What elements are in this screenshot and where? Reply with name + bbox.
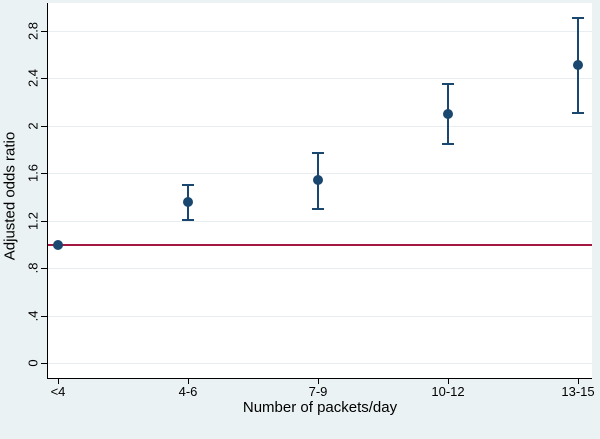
y-axis-title: Adjusted odds ratio	[1, 131, 19, 261]
point-marker	[313, 175, 323, 186]
error-bar-cap-top	[312, 152, 324, 155]
y-tick-label: 2	[25, 122, 41, 130]
y-tick	[41, 220, 47, 222]
y-tick-label: .8	[25, 262, 41, 274]
point-marker	[183, 196, 193, 207]
gridline	[48, 268, 592, 270]
y-tick-label: 1.2	[25, 211, 41, 230]
point-marker	[573, 60, 583, 71]
error-bar-cap-top	[182, 184, 194, 187]
y-tick	[41, 315, 47, 317]
y-tick	[41, 268, 47, 270]
x-axis-line	[47, 378, 592, 379]
point-marker	[53, 239, 63, 250]
error-bar-cap-bottom	[182, 218, 194, 221]
x-axis-title: Number of packets/day	[242, 399, 398, 416]
x-tick-label: 13-15	[561, 384, 595, 399]
x-tick-label: 4-6	[178, 384, 198, 399]
x-tick	[58, 379, 59, 384]
x-tick-label: 10-12	[431, 384, 465, 399]
reference-line	[48, 243, 592, 246]
y-tick-label: 2.4	[25, 69, 41, 88]
error-bar-cap-bottom	[572, 111, 584, 114]
plot-area	[48, 3, 592, 378]
point-marker	[443, 108, 453, 119]
gridline	[48, 125, 592, 127]
y-axis-line	[47, 3, 48, 379]
error-bar-cap-top	[442, 83, 454, 86]
gridline	[48, 78, 592, 80]
y-tick	[41, 125, 47, 127]
y-tick-label: 2.8	[25, 21, 41, 40]
error-bar-cap-bottom	[442, 142, 454, 145]
y-tick	[41, 78, 47, 80]
x-tick	[578, 379, 579, 384]
error-bar-cap-bottom	[312, 207, 324, 210]
y-tick-label: 1.6	[25, 164, 41, 183]
y-tick-label: 0	[25, 359, 41, 367]
gridline	[48, 30, 592, 32]
x-tick	[318, 379, 319, 384]
y-tick-label: .4	[25, 310, 41, 322]
y-tick	[41, 30, 47, 32]
gridline	[48, 173, 592, 175]
x-tick-label: 7-9	[308, 384, 328, 399]
y-tick	[41, 363, 47, 365]
error-bar-cap-top	[572, 16, 584, 19]
gridline	[48, 363, 592, 365]
gridline	[48, 315, 592, 317]
y-tick	[41, 173, 47, 175]
gridline	[48, 220, 592, 222]
x-tick	[448, 379, 449, 384]
x-tick	[188, 379, 189, 384]
x-tick-label: <4	[50, 384, 66, 399]
